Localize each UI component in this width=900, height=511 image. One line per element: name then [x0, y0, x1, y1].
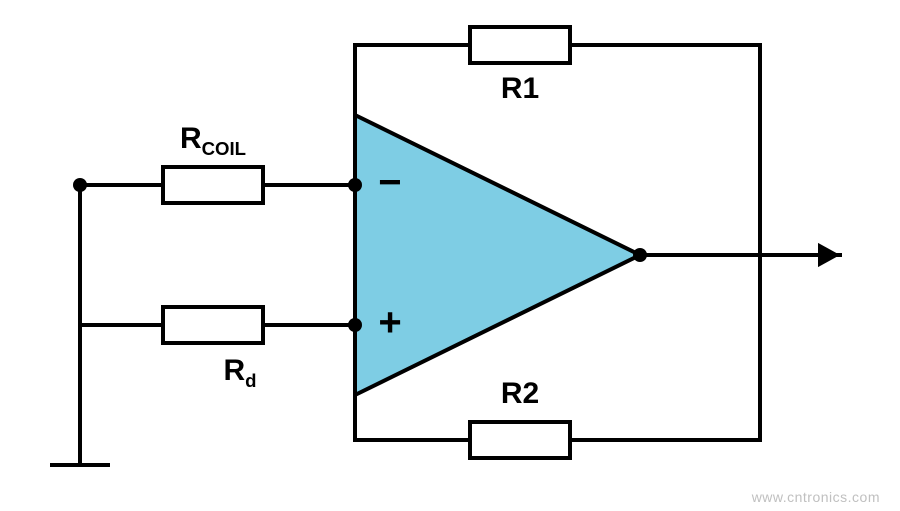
node-out	[633, 248, 647, 262]
node-ninv	[348, 178, 362, 192]
resistor-label-R1: R1	[501, 72, 539, 105]
resistor-Rd	[163, 307, 263, 343]
resistor-Rcoil	[163, 167, 263, 203]
resistor-label-Rd: Rd	[223, 354, 256, 391]
node-left_join	[73, 178, 87, 192]
node-pinv	[348, 318, 362, 332]
watermark-text: www.cntronics.com	[752, 489, 880, 505]
resistor-R1	[470, 27, 570, 63]
resistor-label-Rcoil: RCOIL	[180, 122, 246, 159]
opamp-plus-label: +	[378, 301, 401, 345]
output-arrow	[818, 243, 840, 267]
opamp-triangle	[355, 115, 640, 395]
resistor-label-R2: R2	[501, 377, 539, 410]
resistor-R2	[470, 422, 570, 458]
opamp-minus-label: −	[378, 161, 401, 205]
